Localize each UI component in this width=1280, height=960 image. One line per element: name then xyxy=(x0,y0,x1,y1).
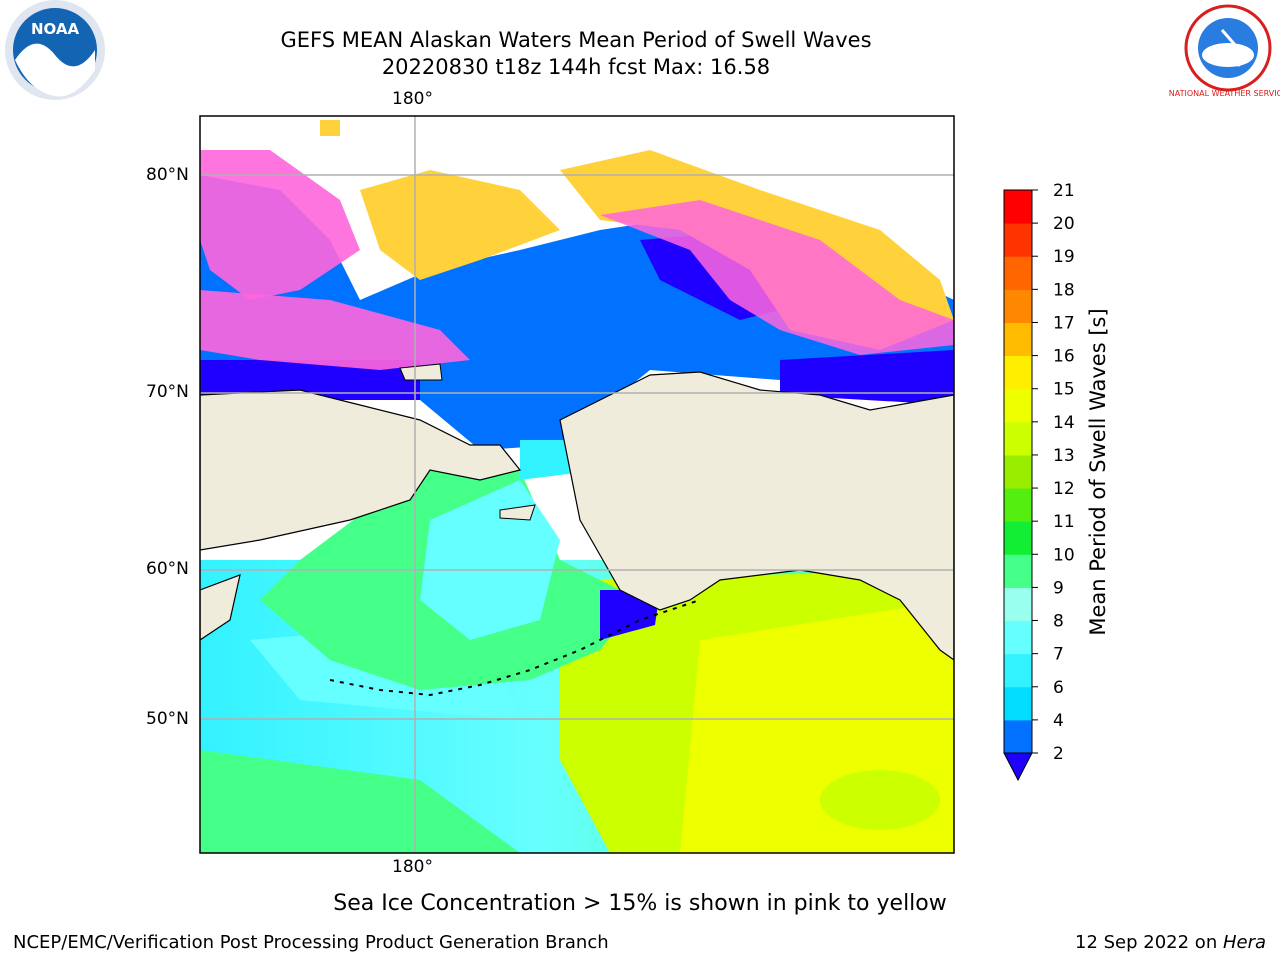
lat-label-70: 70°N xyxy=(146,382,189,402)
arctic-low-band-east xyxy=(780,350,954,405)
arctic-low-band-west xyxy=(200,360,420,400)
colorbar-segment xyxy=(1004,256,1032,290)
colorbar-segment xyxy=(1004,620,1032,655)
colorbar-segment xyxy=(1004,719,1032,754)
st-lawrence-island xyxy=(499,504,536,521)
footer-date: 12 Sep 2022 on Hera xyxy=(1075,932,1266,953)
colorbar-tick-label: 10 xyxy=(1053,545,1075,565)
nws-logo-icon: NATIONAL WEATHER SERVICE xyxy=(1169,4,1280,98)
lon-label-top: 180° xyxy=(392,89,433,109)
colorbar-tick-label: 7 xyxy=(1053,645,1064,665)
colorbar-tick-label: 20 xyxy=(1053,214,1075,234)
colorbar-segment xyxy=(1004,388,1032,423)
colorbar-tick-label: 16 xyxy=(1053,347,1075,367)
colorbar-segment xyxy=(1004,322,1032,357)
lon-label-bottom: 180° xyxy=(392,857,433,877)
sea-ice-speck xyxy=(320,120,340,136)
chart-title: GEFS MEAN Alaskan Waters Mean Period of … xyxy=(280,28,872,52)
colorbar-tick-label: 2 xyxy=(1053,744,1064,764)
colorbar-tick-label: 21 xyxy=(1053,181,1075,201)
footer-date-text: 12 Sep 2022 on xyxy=(1075,932,1223,953)
colorbar-outline xyxy=(1003,189,1033,754)
colorbar-segment xyxy=(1004,653,1032,688)
sea-ice-pink-southwest xyxy=(200,290,470,370)
wrangel-island xyxy=(399,363,443,381)
alaska-land xyxy=(559,371,954,661)
colorbar-segment xyxy=(1004,686,1032,721)
colorbar-segment xyxy=(1004,521,1032,555)
colorbar-tick-label: 4 xyxy=(1053,711,1064,731)
chukotka-land xyxy=(200,389,522,551)
colorbar-tick-label: 8 xyxy=(1053,612,1064,632)
colorbar-tick-label: 19 xyxy=(1053,247,1075,267)
footer-machine: Hera xyxy=(1222,932,1266,953)
colorbar-tick-label: 15 xyxy=(1053,380,1075,400)
noaa-logo-icon: NOAA xyxy=(5,0,105,100)
colorbar-tick-label: 12 xyxy=(1053,479,1075,499)
lat-label-80: 80°N xyxy=(146,165,189,185)
pacific-patch xyxy=(820,770,940,830)
sea-ice-caption: Sea Ice Concentration > 15% is shown in … xyxy=(333,891,947,916)
colorbar-under-arrow xyxy=(1003,752,1033,782)
colorbar-segment xyxy=(1004,355,1032,390)
footer-branch: NCEP/EMC/Verification Post Processing Pr… xyxy=(13,932,609,953)
kamchatka-land xyxy=(200,574,241,641)
noaa-logo-text: NOAA xyxy=(31,20,80,38)
colorbar-tick-label: 6 xyxy=(1053,678,1064,698)
colorbar-tick-label: 9 xyxy=(1053,578,1064,598)
colorbar-tick-label: 18 xyxy=(1053,280,1075,300)
chart-subtitle: 20220830 t18z 144h fcst Max: 16.58 xyxy=(381,55,771,79)
sea-ice-yellow-west xyxy=(360,170,560,280)
colorbar: 21 20 19 18 17 16 15 14 13 12 11 10 9 8 7 6 4 2 xyxy=(1003,181,1075,782)
map-gridlines xyxy=(200,116,954,853)
colorbar-segment xyxy=(1004,454,1032,489)
lat-label-60: 60°N xyxy=(146,559,189,579)
map-frame xyxy=(199,115,955,854)
colorbar-segment xyxy=(1004,421,1032,456)
nws-logo-text: NATIONAL WEATHER SERVICE xyxy=(1169,89,1280,98)
colorbar-segment xyxy=(1004,488,1032,522)
lat-label-50: 50°N xyxy=(146,709,189,729)
colorbar-tick-label: 17 xyxy=(1053,313,1075,333)
colorbar-segment xyxy=(1004,289,1032,323)
colorbar-tick-label: 13 xyxy=(1053,446,1075,466)
colorbar-tick-label: 11 xyxy=(1053,512,1075,532)
sea-ice-pink-east xyxy=(600,200,954,355)
colorbar-segment xyxy=(1004,223,1032,257)
colorbar-segment xyxy=(1004,554,1032,588)
colorbar-segment xyxy=(1004,190,1032,224)
colorbar-tick-label: 14 xyxy=(1053,413,1075,433)
colorbar-segment xyxy=(1004,587,1032,622)
sea-ice-pink-west xyxy=(200,150,360,300)
nw-pacific-green-zone xyxy=(200,750,520,853)
